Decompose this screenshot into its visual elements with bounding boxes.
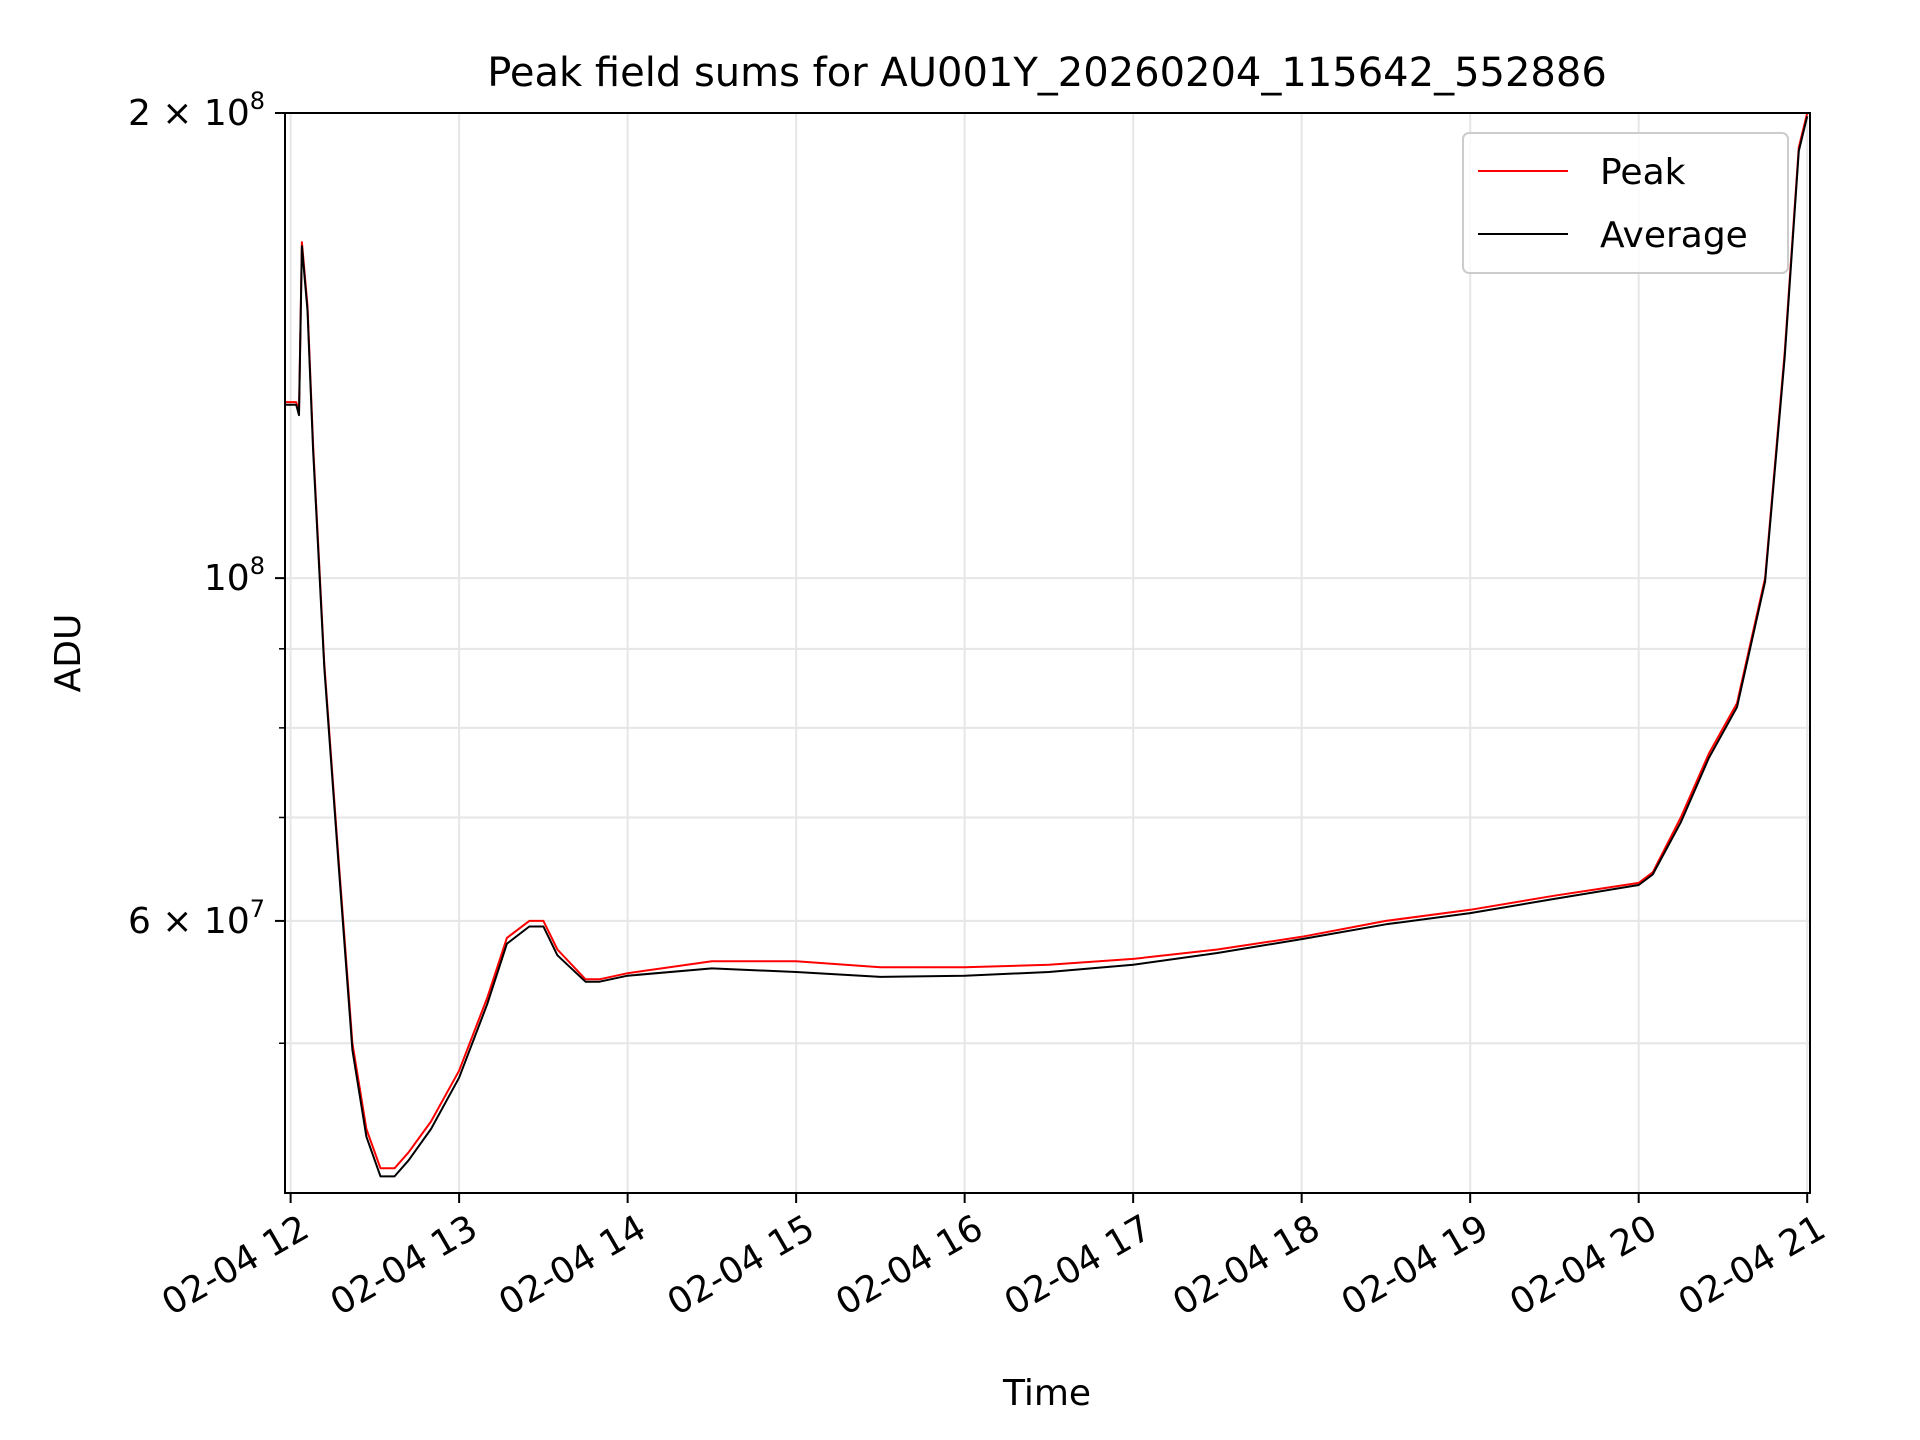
y-tick-label: 6 × 107: [128, 895, 265, 942]
y-tick-mantissa: 6: [128, 901, 151, 942]
plot-frame: [284, 112, 1811, 1194]
y-tick-mantissa: 2: [128, 93, 151, 134]
legend-label-average: Average: [1600, 215, 1748, 256]
y-tick-times: × 10: [151, 901, 250, 942]
plot-series: [285, 112, 1809, 1178]
y-tick-label: 2 × 108: [128, 87, 265, 134]
chart-title: Peak field sums for AU001Y_20260204_1156…: [487, 50, 1607, 96]
legend-label-peak: Peak: [1600, 152, 1686, 193]
y-tick-exponent: 8: [250, 87, 265, 115]
y-tick-exponent: 7: [250, 895, 265, 923]
y-tick-base: 10: [204, 558, 250, 599]
y-tick-exponent: 8: [250, 552, 265, 580]
series-line-average: [285, 116, 1809, 1178]
legend: Peak Average: [1462, 132, 1789, 274]
y-tick-label: 108: [204, 552, 265, 599]
y-axis-label: ADU: [48, 614, 89, 693]
y-tick-times: × 10: [151, 93, 250, 134]
x-axis-label: Time: [1002, 1373, 1091, 1414]
legend-box: [1462, 132, 1789, 274]
